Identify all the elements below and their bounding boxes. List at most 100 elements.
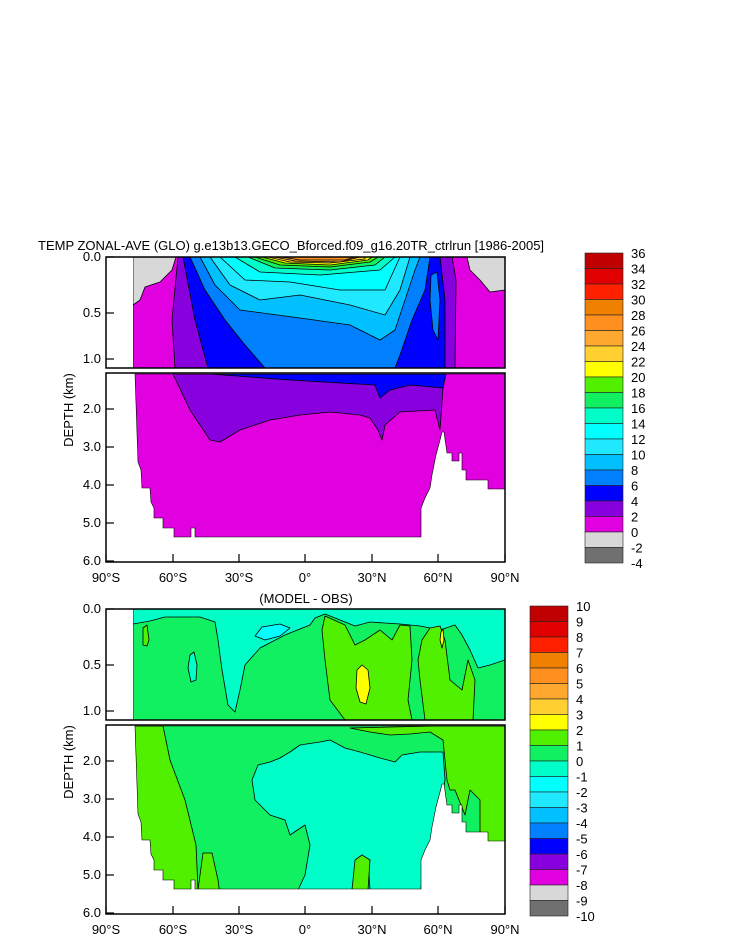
colorbar-swatch [584,252,624,269]
x-tick-label: 60°S [159,570,188,585]
x-tick-label: 60°S [159,922,188,937]
colorbar-label: -6 [576,847,588,862]
colorbar-swatch [529,667,569,684]
x-tick-label: 30°N [357,570,386,585]
y-tick-label: 0.0 [83,601,101,616]
colorbar-label: -7 [576,863,588,878]
colorbar-label: 10 [631,448,645,463]
contour-yellow-2-3-b [439,628,445,649]
colorbar-swatch [584,299,624,316]
colorbar-swatch [584,423,624,440]
x-tick-label: 90°N [490,922,519,937]
colorbar-swatch [584,283,624,300]
colorbar-label: 36 [631,246,645,261]
y-tick-label: 2.0 [83,753,101,768]
upper-depth-contours [133,257,505,368]
x-tick-label: 90°S [92,922,121,937]
colorbar-swatch [529,884,569,901]
colorbar-label: -3 [576,801,588,816]
x-tick-label: 60°N [423,570,452,585]
colorbar-swatch [584,361,624,378]
y-tick-label: 5.0 [83,515,101,530]
colorbar-swatch [584,268,624,285]
colorbar-swatch [529,729,569,746]
colorbar-swatch [529,822,569,839]
bathymetry-outline [134,373,506,538]
x-tick-label: 30°S [225,922,254,937]
colorbar-swatch [584,547,624,564]
colorbar-label: -5 [576,832,588,847]
colorbar-swatch [584,500,624,517]
colorbar-swatch [529,853,569,870]
colorbar-swatch [529,698,569,715]
colorbar-label: 30 [631,293,645,308]
colorbar-label: -2 [631,541,643,556]
colorbar-label: -10 [576,909,595,924]
contour-lime-1-2-right [349,726,505,889]
y-tick-label: 0.0 [83,249,101,264]
colorbar-swatch [584,531,624,548]
colorbar-label: 22 [631,355,645,370]
colorbar-label: 2 [576,723,583,738]
colorbar-swatch [584,438,624,455]
y-tick-label: 6.0 [83,905,101,920]
chart-title: TEMP ZONAL-AVE (GLO) g.e13b13.GECO_Bforc… [38,238,544,253]
colorbar-label: 24 [631,339,645,354]
bathymetry-outline [134,725,506,890]
colorbar-swatch [529,869,569,886]
y-tick-label: 3.0 [83,791,101,806]
colorbar-label: 18 [631,386,645,401]
colorbar-swatch [584,314,624,331]
colorbar-label: -1 [576,770,588,785]
colorbar-label: 26 [631,324,645,339]
contour-lime-1-2-a [321,615,413,720]
colorbar-swatch [584,376,624,393]
colorbar-label: -4 [631,556,643,571]
colorbar-swatch [584,392,624,409]
colorbar-label: 7 [576,646,583,661]
colorbar-swatch [584,485,624,502]
colorbar-label: 12 [631,432,645,447]
colorbar-label: 2 [631,510,638,525]
colorbar-swatch [584,407,624,424]
contour-gray-left-ice [133,257,177,306]
x-tick-label: 90°S [92,570,121,585]
x-tick-label: 0° [299,570,311,585]
colorbar-swatch [529,900,569,917]
colorbar-swatch [529,714,569,731]
colorbar-swatch [584,516,624,533]
colorbar-label: 4 [576,692,583,707]
colorbar-swatch [529,745,569,762]
contour-cyan-minus1-0 [133,609,505,713]
contour-gray-right-ice [466,257,505,293]
contour-blue-4-6 [209,374,447,399]
colorbar-swatch [584,330,624,347]
colorbar-label: 5 [576,677,583,692]
contour-cyan-blob [187,651,198,683]
colorbar-label: 32 [631,277,645,292]
y-tick-label: 1.0 [83,703,101,718]
colorbar-label: -4 [576,816,588,831]
contour-lime-1-2-left [135,726,223,889]
colorbar-label: 34 [631,262,645,277]
colorbar-swatch [529,652,569,669]
x-tick-label: 60°N [423,922,452,937]
colorbar-label: 3 [576,708,583,723]
colorbar-label: 20 [631,370,645,385]
temperature-panel: 0.0 0.5 1.0 2.0 3.0 4.0 5.0 6.0 90°S 60°S 30°S 0° 30… [61,246,645,585]
x-tick-label: 0° [299,922,311,937]
contour-band-6-8-north [429,271,441,341]
colorbar-label: -2 [576,785,588,800]
colorbar-label: 6 [631,479,638,494]
colorbar-swatch [529,683,569,700]
x-tick-label: 90°N [490,570,519,585]
colorbar-swatch [529,605,569,622]
colorbar-swatch [584,469,624,486]
colorbar-swatch [529,791,569,808]
y-tick-label: 3.0 [83,439,101,454]
colorbar-swatch [529,636,569,653]
colorbar-label: 8 [631,463,638,478]
colorbar-label: 28 [631,308,645,323]
y-axis-label: DEPTH (km) [61,725,76,799]
